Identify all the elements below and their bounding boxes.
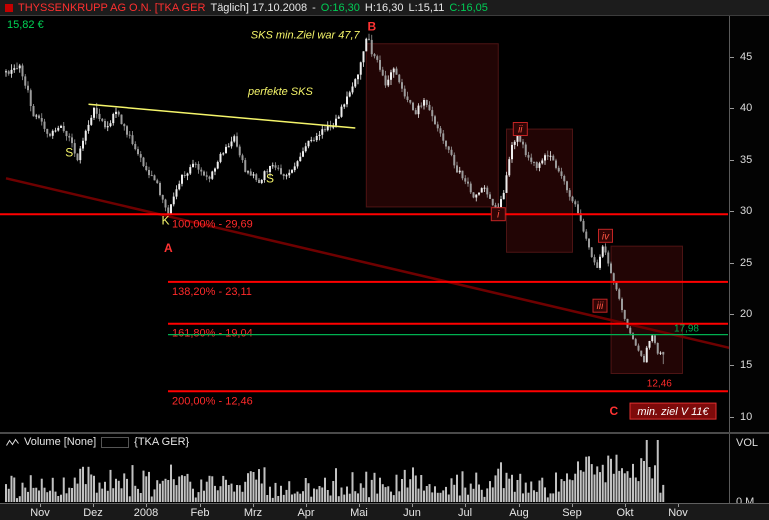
time-axis-label: Nov	[668, 507, 688, 519]
time-tick	[519, 504, 520, 507]
ohlc-high: H:16,30	[364, 1, 404, 14]
svg-text:S: S	[266, 171, 274, 185]
time-tick	[625, 504, 626, 507]
correction-zones[interactable]	[365, 43, 683, 375]
price-tick-label: 30	[729, 205, 753, 217]
volume-pane[interactable]: Volume [None] {TKA GER}	[0, 434, 729, 503]
fib-label: 100,00% - 29,69	[172, 218, 253, 230]
annotation-text[interactable]: SKS min.Ziel war 47,7	[251, 30, 361, 42]
volume-indicator-header[interactable]: Volume [None] {TKA GER}	[6, 436, 189, 448]
time-axis-label: Okt	[616, 507, 634, 519]
svg-text:i: i	[497, 210, 500, 221]
volume-color-swatch	[101, 436, 130, 448]
time-axis-label: Mai	[350, 507, 368, 519]
pane-splitter[interactable]	[0, 432, 769, 434]
time-tick	[359, 504, 360, 507]
instrument-tag: {TKA GER}	[134, 436, 190, 448]
time-tick	[146, 504, 147, 507]
svg-text:min. ziel V 11€: min. ziel V 11€	[637, 406, 709, 418]
candlestick-chart[interactable]: 100,00% - 29,69 138,20% - 23,11 161,80% - …	[0, 16, 729, 432]
price-tick-label: 40	[729, 102, 753, 114]
pattern-letters[interactable]: S K S A B C	[65, 19, 618, 418]
svg-text:C: C	[609, 404, 618, 418]
ohlc-close: C:16,05	[449, 1, 488, 14]
time-tick	[93, 504, 94, 507]
annotation-text[interactable]: perfekte SKS	[247, 86, 313, 98]
time-axis-label: Mrz	[243, 507, 263, 519]
title-symbol: THYSSENKRUPP AG O.N. [TKA GER	[18, 1, 206, 14]
sks-neckline[interactable]	[88, 103, 356, 129]
time-tick	[306, 504, 307, 507]
fib-retracement[interactable]: 100,00% - 29,69 138,20% - 23,11 161,80% - …	[0, 213, 728, 407]
indicator-icon	[6, 438, 19, 446]
price-tick-label: 35	[729, 154, 753, 166]
title-bar: THYSSENKRUPP AG O.N. [TKA GER Täglich] 1…	[0, 0, 769, 16]
price-target-label: 12,46	[647, 378, 672, 389]
volume-bars	[5, 440, 665, 502]
green-level-label: 17,98	[674, 324, 699, 335]
svg-text:A: A	[164, 241, 173, 255]
price-axis[interactable]: VOL 0 M 45 40 35 30 25 20 15 10	[729, 16, 769, 508]
ohlc-open: O:16,30	[320, 1, 360, 14]
fib-label: 161,80% - 19,04	[172, 328, 253, 340]
svg-text:B: B	[367, 19, 376, 33]
time-axis[interactable]: Nov Dez 2008 Feb Mrz Apr Mai Jun Jul Aug Sep Okt Nov	[0, 503, 769, 520]
price-tick-label: 15	[729, 359, 753, 371]
time-tick	[465, 504, 466, 507]
volume-chart	[5, 440, 665, 502]
ohlc-low: L:15,11	[408, 1, 445, 14]
last-price-label: 15,82 €	[7, 19, 44, 31]
volume-indicator-label: Volume [None]	[24, 436, 97, 448]
fib-label: 200,00% - 12,46	[172, 395, 253, 407]
fib-label: 138,20% - 23,11	[172, 286, 252, 298]
time-axis-label: Aug	[509, 507, 529, 519]
time-axis-label: 2008	[133, 507, 159, 519]
svg-text:K: K	[161, 214, 169, 228]
time-axis-label: Feb	[190, 507, 210, 519]
volume-axis-top-label: VOL	[736, 437, 759, 449]
time-tick	[572, 504, 573, 507]
time-tick	[200, 504, 201, 507]
svg-text:ii: ii	[518, 125, 523, 136]
time-tick	[40, 504, 41, 507]
time-axis-label: Jul	[457, 507, 473, 519]
price-tick-label: 10	[729, 411, 753, 423]
instrument-icon	[5, 3, 13, 12]
svg-text:S: S	[65, 146, 73, 160]
time-axis-label: Nov	[30, 507, 50, 519]
title-period-date: Täglich] 17.10.2008	[210, 1, 308, 14]
time-axis-label: Dez	[83, 507, 103, 519]
time-axis-label: Jun	[403, 507, 421, 519]
time-axis-label: Sep	[562, 507, 582, 519]
svg-text:iv: iv	[602, 231, 610, 242]
time-axis-label: Apr	[297, 507, 315, 519]
price-pane[interactable]: 100,00% - 29,69 138,20% - 23,11 161,80% - …	[0, 16, 729, 432]
svg-text:iii: iii	[597, 301, 604, 312]
price-tick-label: 20	[729, 308, 753, 320]
downtrend-line[interactable]	[5, 177, 729, 350]
min-target-box[interactable]: min. ziel V 11€	[629, 402, 717, 420]
price-tick-label: 45	[729, 51, 753, 63]
price-tick-label: 25	[729, 257, 753, 269]
time-tick	[253, 504, 254, 507]
title-dash: -	[312, 1, 316, 14]
time-tick	[412, 504, 413, 507]
time-tick	[678, 504, 679, 507]
